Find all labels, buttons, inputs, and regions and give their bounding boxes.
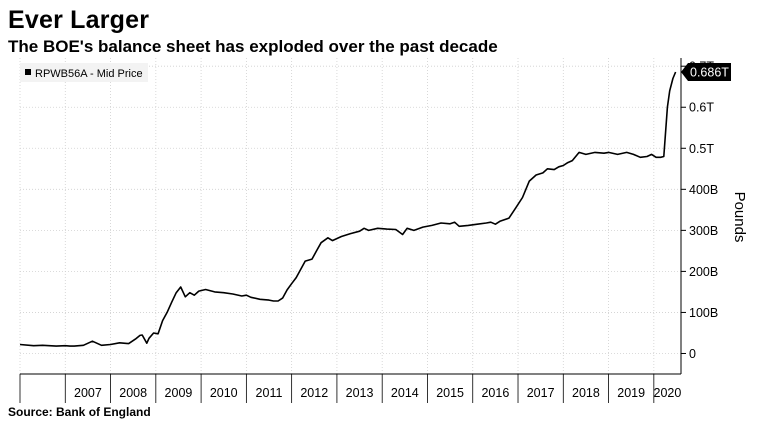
x-tick-label: 2018: [572, 386, 600, 400]
last-value-marker: [681, 62, 731, 81]
x-tick-label: 2015: [436, 386, 464, 400]
x-tick-label: 2020: [654, 386, 682, 400]
x-tick-label: 2012: [300, 386, 328, 400]
y-tick-label: 0.6T: [689, 101, 714, 115]
series-layer: 0.686T: [19, 62, 731, 347]
chart-subtitle: The BOE's balance sheet has exploded ove…: [8, 37, 498, 56]
x-tick-label: 2017: [527, 386, 555, 400]
x-tick-label: 2016: [481, 386, 509, 400]
y-tick-label: 100B: [689, 306, 718, 320]
chart-title: Ever Larger: [8, 6, 150, 34]
y-tick-label: 400B: [689, 183, 718, 197]
legend-label: RPWB56A - Mid Price: [35, 68, 143, 80]
x-tick-label: 2009: [165, 386, 193, 400]
legend: RPWB56A - Mid Price: [20, 63, 148, 82]
series-line: [19, 71, 677, 347]
legend-background: [20, 63, 148, 82]
axes-layer: 2007 2008 2009 2010 2011 2012 2013 2014 2015 2016…: [19, 58, 718, 403]
y-tick-label: 200B: [689, 265, 718, 279]
x-tick-label: 2014: [391, 386, 419, 400]
x-tick-label: 2011: [256, 386, 283, 400]
last-value-label: 0.686T: [690, 65, 729, 79]
y-tick-label: 0.5T: [689, 142, 714, 156]
last-value-tag: 0.686T: [681, 62, 731, 81]
y-axis-label: Pounds: [731, 192, 748, 243]
x-tick-label: 2013: [346, 386, 374, 400]
y-tick-label: 300B: [689, 224, 718, 238]
grid-layer: [19, 58, 681, 374]
y-tick-label: 0: [689, 347, 696, 361]
source-note: Source: Bank of England: [8, 405, 151, 419]
x-tick-label: 2019: [617, 386, 645, 400]
legend-swatch: [25, 69, 31, 75]
x-tick-label: 2008: [119, 386, 147, 400]
x-tick-label: 2010: [210, 386, 238, 400]
x-tick-label: 2007: [74, 386, 102, 400]
